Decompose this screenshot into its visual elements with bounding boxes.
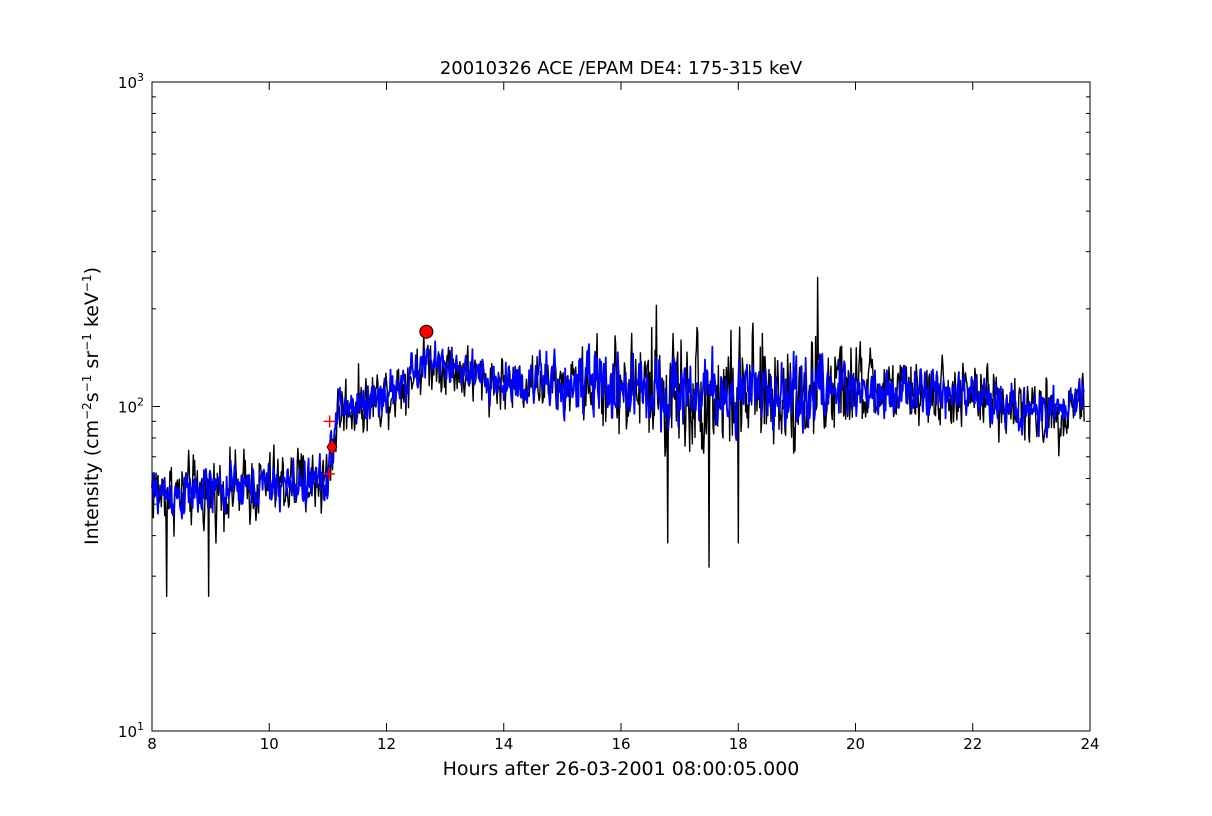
series-line-smoothed — [151, 340, 1085, 520]
x-tick-label: 10 — [260, 735, 279, 753]
y-axis-label: Intensity (cm−2s−1 sr−1 keV−1) — [80, 267, 103, 545]
y-axis-label-prefix: Intensity (cm — [81, 420, 103, 545]
y-tick-label: 102 — [118, 396, 144, 417]
marker-circle — [419, 324, 434, 339]
series-line-raw — [151, 276, 1085, 598]
x-tick-label: 22 — [963, 735, 982, 753]
x-tick-label: 8 — [147, 735, 157, 753]
y-tick-base: 10 — [118, 399, 137, 417]
y-axis-label-suffix: ) — [81, 267, 103, 274]
marker-diamond — [326, 438, 338, 456]
chart-title: 20010326 ACE /EPAM DE4: 175-315 keV — [440, 58, 803, 79]
y-tick-base: 10 — [118, 74, 137, 92]
y-axis-label-mid-3: keV — [81, 292, 103, 327]
y-tick-exponent: 1 — [137, 720, 144, 733]
series-layer — [151, 276, 1085, 598]
marker-plus — [323, 467, 336, 480]
y-tick-base: 10 — [118, 723, 137, 741]
marker-plus — [323, 415, 336, 428]
x-axis-label: Hours after 26-03-2001 08:00:05.000 — [443, 758, 800, 780]
y-tick-label: 101 — [118, 720, 144, 741]
x-tick-label: 16 — [611, 735, 630, 753]
y-tick-exponent: 2 — [137, 396, 144, 409]
y-tick-label: 103 — [118, 71, 144, 92]
y-axis-label-sup-2: −1 — [80, 375, 94, 393]
y-tick-exponent: 3 — [137, 71, 144, 84]
x-tick-label: 14 — [494, 735, 513, 753]
x-tick-label: 12 — [377, 735, 396, 753]
y-axis-label-mid-1: s — [81, 392, 103, 402]
y-axis-label-sup-3: −1 — [80, 333, 94, 351]
x-tick-label: 20 — [846, 735, 865, 753]
marker-layer — [323, 324, 434, 480]
y-axis-label-sup-4: −1 — [80, 274, 94, 292]
y-axis-label-mid-2: sr — [81, 351, 103, 369]
x-tick-label: 18 — [729, 735, 748, 753]
x-tick-label: 24 — [1080, 735, 1099, 753]
y-axis-label-sup-1: −2 — [80, 402, 94, 420]
